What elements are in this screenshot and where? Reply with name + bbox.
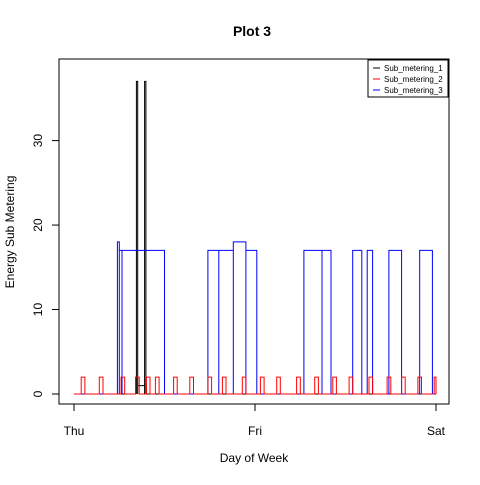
y-tick-label-0: 0 <box>31 390 45 397</box>
y-tick-label-20: 20 <box>31 218 45 232</box>
y-axis: 0 10 20 30 <box>31 134 60 397</box>
series-layer <box>74 80 437 395</box>
y-tick-label-30: 30 <box>31 134 45 148</box>
series-line-sub-metering-2 <box>74 376 437 395</box>
x-tick-label-fri: Fri <box>248 424 262 438</box>
chart-title: Plot 3 <box>233 23 271 39</box>
legend: Sub_metering_1 Sub_metering_2 Sub_metering… <box>367 59 449 98</box>
y-tick-label-10: 10 <box>31 303 45 317</box>
legend-label-sub-metering-3: Sub_metering_3 <box>384 86 443 95</box>
legend-box <box>367 59 449 98</box>
x-axis: Thu Fri Sat <box>64 403 446 438</box>
x-tick-label-sat: Sat <box>427 424 446 438</box>
y-axis-label: Energy Sub Metering <box>3 176 17 289</box>
x-tick-label-thu: Thu <box>64 424 85 438</box>
x-axis-label: Day of Week <box>220 451 289 465</box>
legend-label-sub-metering-1: Sub_metering_1 <box>384 64 443 73</box>
legend-label-sub-metering-2: Sub_metering_2 <box>384 75 443 84</box>
